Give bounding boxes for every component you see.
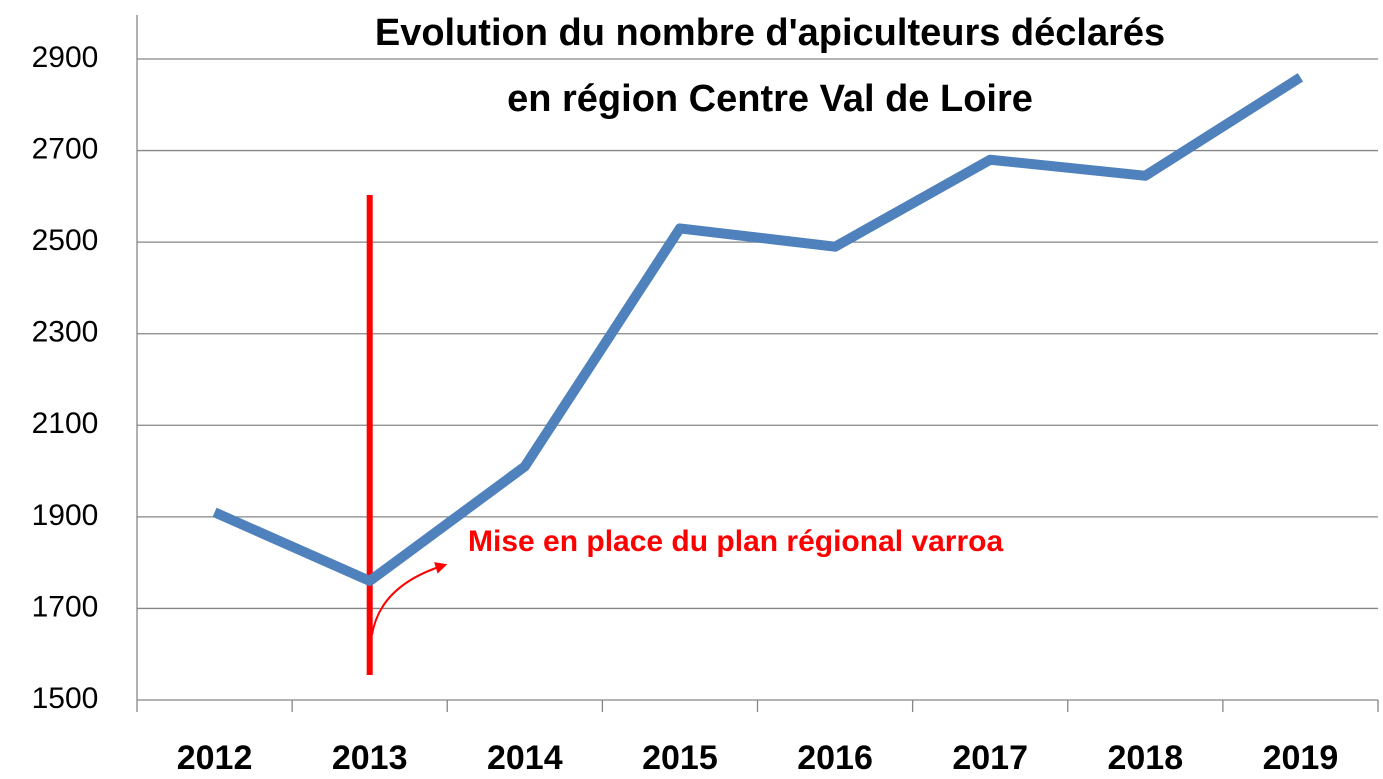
y-tick-label: 2100 — [32, 407, 99, 440]
x-tick-label: 2017 — [952, 739, 1028, 777]
x-tick-label: 2018 — [1107, 739, 1183, 777]
x-tick-label: 2013 — [332, 739, 408, 777]
y-tick-label: 2900 — [32, 41, 99, 74]
chart-title: en région Centre Val de Loire — [507, 78, 1033, 120]
y-tick-label: 2700 — [32, 132, 99, 165]
x-tick-label: 2014 — [487, 739, 563, 777]
y-tick-label: 1700 — [32, 590, 99, 623]
x-tick-label: 2015 — [642, 739, 718, 777]
annotation-arrow — [371, 562, 448, 636]
x-tick-label: 2016 — [797, 739, 873, 777]
chart-title: Evolution du nombre d'apiculteurs déclar… — [375, 12, 1165, 54]
y-tick-label: 2300 — [32, 316, 99, 349]
x-tick-label: 2019 — [1263, 739, 1339, 777]
annotation: Mise en place du plan régional varroa — [468, 525, 1003, 558]
y-tick-label: 1500 — [32, 682, 99, 715]
x-tick-label: 2012 — [177, 739, 253, 777]
data-line — [212, 73, 1304, 586]
y-tick-label: 2500 — [32, 224, 99, 257]
y-tick-label: 1900 — [32, 499, 99, 532]
